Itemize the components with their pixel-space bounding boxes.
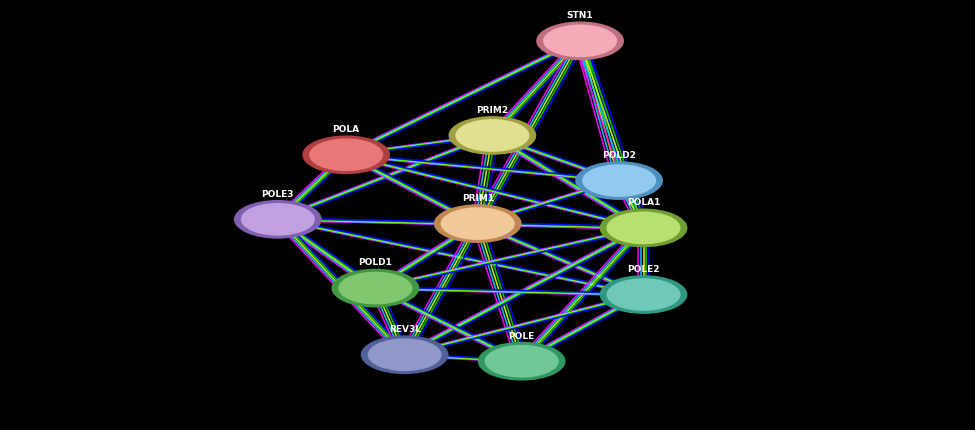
Text: POLD1: POLD1: [359, 258, 392, 267]
Circle shape: [600, 209, 687, 247]
Text: POLD2: POLD2: [603, 151, 636, 160]
Circle shape: [338, 272, 412, 304]
Circle shape: [543, 25, 617, 57]
Circle shape: [536, 22, 624, 60]
Text: STN1: STN1: [566, 11, 594, 20]
Text: PRIM2: PRIM2: [477, 106, 508, 115]
Circle shape: [234, 200, 322, 239]
Circle shape: [448, 116, 536, 155]
Circle shape: [600, 275, 687, 314]
Text: POLE: POLE: [509, 332, 534, 341]
Circle shape: [361, 335, 448, 374]
Circle shape: [455, 119, 529, 152]
Circle shape: [332, 269, 419, 307]
Circle shape: [241, 203, 315, 236]
Text: POLA1: POLA1: [627, 198, 660, 207]
Text: POLA: POLA: [332, 125, 360, 134]
Text: PRIM1: PRIM1: [462, 194, 493, 203]
Circle shape: [441, 207, 515, 240]
Circle shape: [309, 138, 383, 171]
Circle shape: [368, 338, 442, 371]
Text: POLE3: POLE3: [261, 190, 294, 199]
Circle shape: [434, 204, 522, 243]
Circle shape: [606, 212, 681, 244]
Circle shape: [302, 135, 390, 174]
Circle shape: [575, 161, 663, 200]
Circle shape: [582, 164, 656, 197]
Text: REV3L: REV3L: [389, 325, 420, 334]
Circle shape: [478, 342, 566, 381]
Circle shape: [485, 345, 559, 378]
Text: POLE2: POLE2: [627, 265, 660, 274]
Circle shape: [606, 278, 681, 311]
